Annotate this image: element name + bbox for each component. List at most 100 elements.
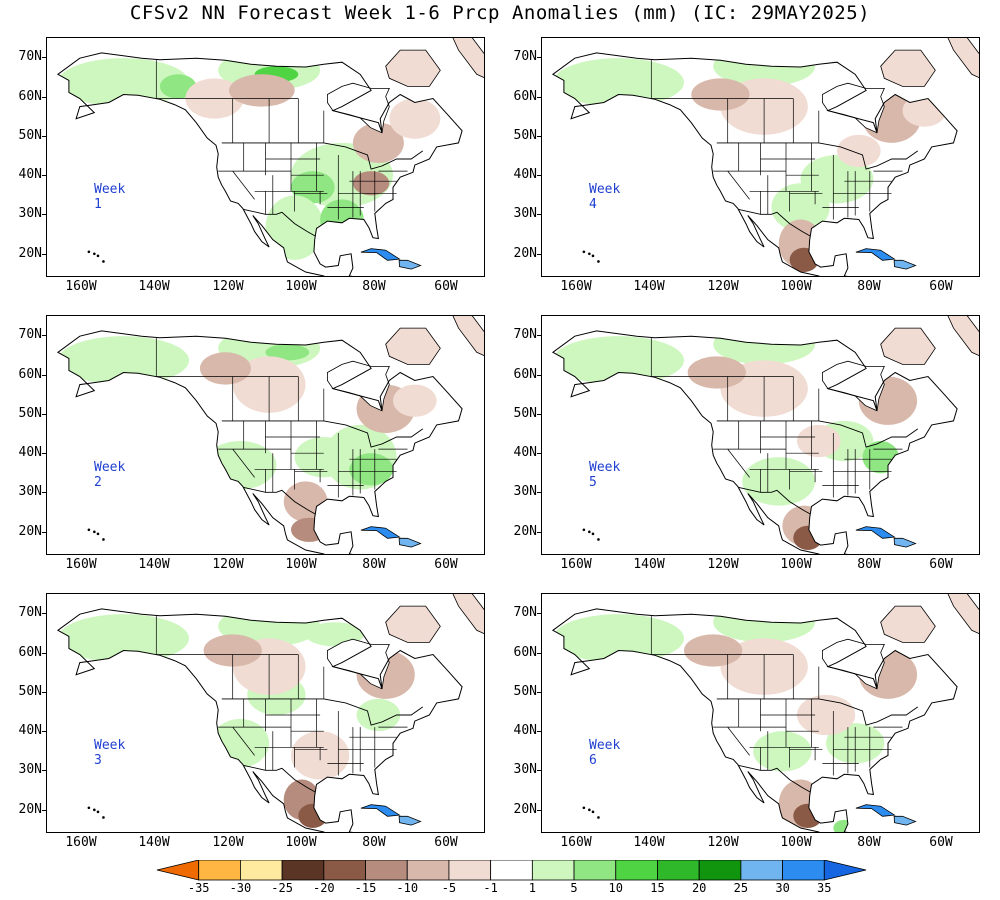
latitude-label: 20N (513, 802, 537, 817)
colorbar-swatch (448, 860, 492, 881)
caribbean-island (398, 815, 422, 826)
latitude-label: 60N (513, 367, 537, 382)
island (452, 316, 484, 356)
us-canada-border (221, 698, 424, 726)
longitude-label: 120W (707, 835, 739, 850)
longitude-label: 140W (633, 279, 665, 294)
latitude-tick (42, 57, 46, 58)
latitude-tick (42, 770, 46, 771)
latitude-tick (42, 532, 46, 533)
latitude-tick (537, 136, 541, 137)
longitude-label: 100W (780, 557, 812, 572)
colorbar-label: -15 (354, 881, 377, 895)
colorbar-label: -10 (396, 881, 419, 895)
latitude-label: 30N (513, 762, 537, 777)
caribbean-island (855, 526, 896, 539)
latitude-tick (537, 414, 541, 415)
latitude-tick (42, 810, 46, 811)
state-boundary (232, 448, 255, 478)
longitude-label: 140W (138, 835, 170, 850)
colorbar-label: 30 (775, 881, 790, 895)
anomaly-region (57, 614, 190, 663)
week-label: Week 5 (589, 460, 621, 490)
colorbar-swatch (698, 860, 742, 881)
anomaly-region (691, 78, 750, 111)
anomaly-map (551, 594, 979, 832)
caribbean-island (360, 248, 401, 261)
latitude-tick (537, 453, 541, 454)
caribbean-island (855, 248, 896, 261)
anomaly-region (283, 481, 328, 522)
latitude-label: 70N (513, 327, 537, 342)
longitude-label: 80W (857, 279, 881, 294)
colorbar-label: -30 (229, 881, 252, 895)
coastline (56, 608, 463, 832)
hawaii-island (96, 254, 100, 258)
longitude-label: 140W (633, 557, 665, 572)
hawaii-island (597, 538, 600, 541)
anomaly-map (551, 316, 979, 554)
anomaly-map (551, 38, 979, 276)
longitude-label: 120W (212, 835, 244, 850)
colorbar-label: 1 (528, 881, 536, 895)
caribbean-island (398, 537, 422, 548)
state-boundary (232, 170, 255, 200)
latitude-label: 40N (513, 445, 537, 460)
anomaly-region (352, 171, 390, 196)
latitude-tick (537, 532, 541, 533)
longitude-label: 120W (212, 557, 244, 572)
colorbar-swatch (615, 860, 658, 881)
latitude-label: 60N (513, 645, 537, 660)
hawaii-island (102, 816, 105, 819)
latitude-label: 40N (18, 723, 42, 738)
colorbar-swatch (240, 860, 283, 881)
latitude-label: 70N (513, 49, 537, 64)
longitude-label: 140W (633, 835, 665, 850)
latitude-label: 60N (18, 367, 42, 382)
latitude-label: 50N (18, 128, 42, 143)
hawaii-island (93, 252, 96, 256)
hawaii-island (591, 810, 595, 814)
caribbean-island (398, 259, 422, 270)
longitude-label: 60W (434, 557, 458, 572)
latitude-label: 60N (18, 89, 42, 104)
week-label: Week 2 (94, 460, 126, 490)
colorbar-swatch (406, 860, 450, 881)
latitude-tick (537, 653, 541, 654)
latitude-tick (537, 97, 541, 98)
latitude-label: 30N (513, 484, 537, 499)
caribbean-island (893, 815, 917, 826)
island (947, 594, 979, 634)
colorbar-swatch (782, 860, 825, 881)
island (880, 605, 936, 643)
latitude-tick (537, 731, 541, 732)
latitude-label: 20N (18, 246, 42, 261)
colorbar-swatch (823, 860, 867, 881)
caribbean-island (893, 537, 917, 548)
anomaly-region (320, 199, 364, 240)
hawaii-island (597, 260, 600, 263)
caribbean-island (360, 526, 401, 539)
anomaly-region (298, 803, 328, 828)
latitude-tick (537, 175, 541, 176)
latitude-tick (537, 692, 541, 693)
longitude-label: 60W (929, 557, 953, 572)
state-boundary (727, 448, 750, 478)
latitude-label: 20N (18, 802, 42, 817)
caribbean-island (360, 804, 401, 817)
latitude-tick (42, 136, 46, 137)
anomaly-region (793, 803, 823, 828)
longitude-label: 160W (560, 835, 592, 850)
hawaii-island (582, 806, 586, 810)
latitude-tick (42, 97, 46, 98)
anomaly-region (552, 58, 685, 107)
longitude-label: 160W (560, 279, 592, 294)
longitude-label: 60W (929, 279, 953, 294)
colorbar-swatch (156, 860, 200, 881)
colorbar-label: 10 (608, 881, 623, 895)
anomaly-region (392, 384, 437, 417)
caribbean-island (855, 804, 896, 817)
colorbar-swatch (573, 860, 617, 881)
latitude-label: 40N (18, 167, 42, 182)
hawaii-island (588, 252, 591, 256)
